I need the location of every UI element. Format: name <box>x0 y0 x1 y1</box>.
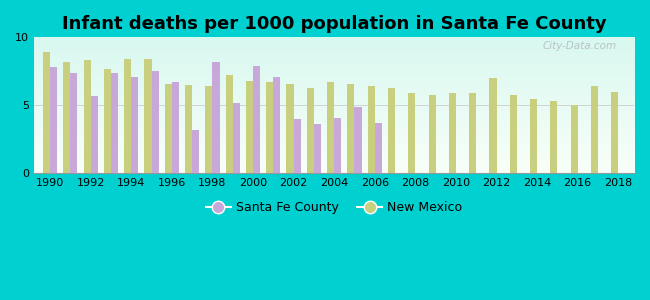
Bar <box>185 85 192 173</box>
Bar <box>144 59 151 173</box>
Bar <box>205 86 213 173</box>
Text: City-Data.com: City-Data.com <box>542 41 616 51</box>
Bar <box>287 84 294 173</box>
Bar <box>151 71 159 173</box>
Bar <box>172 82 179 173</box>
Bar <box>314 124 321 173</box>
Bar <box>408 93 415 173</box>
Bar <box>611 92 618 173</box>
Bar <box>334 118 341 173</box>
Bar <box>354 107 361 173</box>
Bar <box>428 94 436 173</box>
Bar <box>375 123 382 173</box>
Bar <box>70 73 77 173</box>
Bar <box>469 93 476 173</box>
Bar <box>164 84 172 173</box>
Bar <box>489 78 497 173</box>
Bar <box>327 82 334 173</box>
Bar <box>368 86 375 173</box>
Bar <box>571 105 578 173</box>
Bar <box>131 77 138 173</box>
Bar <box>226 76 233 173</box>
Bar <box>551 101 558 173</box>
Bar <box>91 96 98 173</box>
Bar <box>233 103 240 173</box>
Bar <box>111 73 118 173</box>
Title: Infant deaths per 1000 population in Santa Fe County: Infant deaths per 1000 population in San… <box>62 15 606 33</box>
Bar <box>104 69 111 173</box>
Bar <box>253 66 260 173</box>
Bar <box>50 67 57 173</box>
Bar <box>530 99 537 173</box>
Bar <box>213 62 220 173</box>
Bar <box>273 77 280 173</box>
Bar <box>388 88 395 173</box>
Bar <box>510 94 517 173</box>
Bar <box>192 130 200 173</box>
Bar <box>294 119 301 173</box>
Legend: Santa Fe County, New Mexico: Santa Fe County, New Mexico <box>201 196 467 219</box>
Bar <box>124 59 131 173</box>
Bar <box>448 93 456 173</box>
Bar <box>63 62 70 173</box>
Bar <box>347 84 354 173</box>
Bar <box>266 82 273 173</box>
Bar <box>43 52 50 173</box>
Bar <box>84 61 91 173</box>
Bar <box>307 88 314 173</box>
Bar <box>246 81 253 173</box>
Bar <box>591 86 598 173</box>
